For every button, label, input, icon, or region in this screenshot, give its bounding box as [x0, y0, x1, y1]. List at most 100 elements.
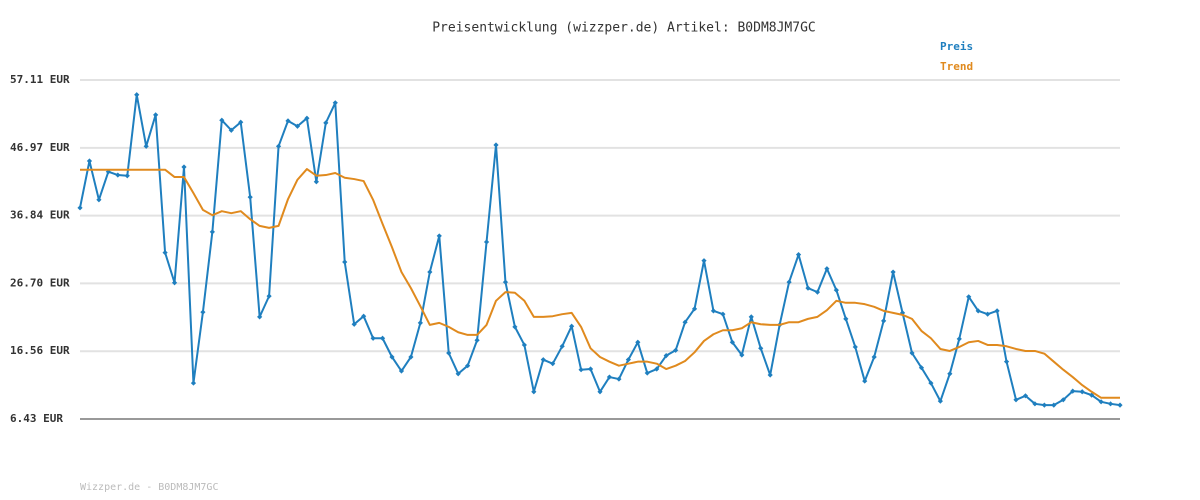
point-marker [758, 345, 764, 351]
point-marker [531, 389, 537, 395]
legend-label: Trend [940, 60, 973, 73]
point-marker [238, 119, 244, 125]
point-marker [200, 309, 206, 315]
point-marker [446, 350, 452, 356]
point-marker [370, 335, 376, 341]
point-marker [1013, 397, 1019, 403]
point-marker [313, 179, 319, 185]
point-marker [720, 311, 726, 317]
point-marker [956, 336, 962, 342]
point-marker [209, 229, 215, 235]
point-marker [465, 363, 471, 369]
chart-title: Preisentwicklung (wizzper.de) Artikel: B… [432, 21, 816, 36]
point-marker [654, 366, 660, 372]
point-marker [947, 371, 953, 377]
point-marker [1107, 401, 1114, 407]
grid [80, 79, 1120, 420]
point-marker [96, 197, 102, 203]
point-marker [228, 127, 234, 133]
point-marker [559, 343, 565, 349]
point-marker [1070, 388, 1076, 394]
point-marker [323, 120, 329, 126]
point-marker [673, 347, 679, 353]
point-marker [663, 353, 669, 359]
point-marker [181, 164, 187, 170]
point-marker [540, 357, 546, 363]
point-marker [569, 323, 575, 329]
series-line [79, 93, 1121, 407]
point-marker [304, 115, 310, 121]
point-marker [77, 205, 83, 211]
point-marker [975, 308, 981, 314]
point-marker [843, 316, 849, 322]
point-marker [597, 389, 603, 395]
point-marker [871, 354, 877, 360]
point-marker [266, 293, 272, 299]
point-marker [483, 239, 490, 245]
point-marker [748, 314, 754, 320]
point-marker [1098, 399, 1104, 405]
point-marker [966, 294, 972, 300]
point-marker [710, 308, 717, 314]
footer: Wizzper.de - B0DM8JM7GC [80, 482, 218, 493]
point-marker [625, 357, 631, 363]
point-marker [824, 266, 830, 272]
point-marker [257, 314, 263, 320]
point-marker [143, 143, 149, 149]
point-marker [153, 112, 159, 118]
point-marker [436, 233, 442, 239]
y-tick-label: 36.84 EUR [10, 209, 70, 222]
y-tick-label: 6.43 EUR [10, 412, 63, 425]
point-marker [1022, 393, 1029, 399]
point-marker [379, 335, 386, 341]
point-marker [408, 354, 414, 360]
point-marker [474, 337, 480, 343]
point-marker [795, 252, 802, 258]
point-marker [361, 313, 367, 319]
point-marker [1003, 359, 1010, 365]
point-marker [899, 310, 906, 316]
point-marker [985, 311, 991, 317]
point-marker [805, 285, 811, 291]
point-marker [1041, 402, 1047, 408]
point-marker [190, 380, 197, 386]
point-marker [294, 123, 301, 129]
point-marker [682, 319, 688, 325]
point-marker [389, 354, 395, 360]
point-marker [493, 142, 499, 148]
point-marker [1089, 392, 1095, 398]
point-marker [521, 342, 527, 348]
point-marker [417, 320, 423, 326]
point-marker [691, 306, 698, 312]
y-tick-label: 57.11 EUR [10, 73, 70, 86]
point-marker [635, 339, 641, 345]
point-marker [994, 308, 1000, 314]
point-marker [512, 324, 518, 330]
series-line [80, 168, 1120, 399]
point-marker [1032, 401, 1038, 407]
point-marker [606, 374, 613, 380]
plot [77, 92, 1123, 408]
point-marker [219, 117, 225, 123]
point-marker [786, 279, 792, 285]
point-marker [275, 143, 282, 149]
point-marker [814, 289, 821, 295]
point-marker [928, 380, 934, 386]
point-marker [247, 194, 253, 200]
point-marker [767, 372, 773, 378]
point-marker [890, 269, 896, 275]
point-marker [455, 371, 461, 377]
point-marker [729, 339, 735, 345]
point-marker [1051, 402, 1057, 408]
point-marker [701, 258, 707, 264]
point-marker [351, 321, 357, 327]
point-marker [862, 378, 868, 384]
point-marker [578, 367, 584, 373]
point-marker [342, 259, 348, 265]
point-marker [550, 361, 556, 367]
point-marker [285, 118, 291, 124]
point-marker [587, 366, 594, 372]
point-marker [134, 92, 140, 98]
point-marker [332, 100, 338, 106]
